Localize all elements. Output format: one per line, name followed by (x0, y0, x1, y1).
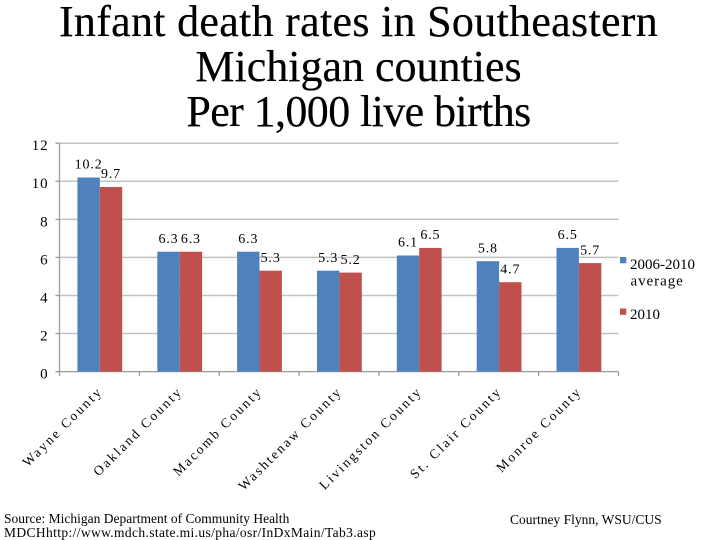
svg-text:4.7: 4.7 (500, 262, 520, 277)
svg-text:average: average (631, 274, 684, 290)
svg-text:0: 0 (40, 367, 48, 383)
svg-text:2010: 2010 (630, 307, 660, 323)
svg-text:5.7: 5.7 (580, 243, 600, 258)
svg-text:5.2: 5.2 (341, 253, 361, 268)
svg-text:6.3: 6.3 (158, 232, 178, 247)
svg-text:6.5: 6.5 (420, 228, 440, 243)
svg-text:Monroe County: Monroe County (493, 384, 585, 476)
svg-text:6.5: 6.5 (558, 228, 578, 243)
svg-text:Oakland County: Oakland County (90, 384, 185, 479)
svg-text:5.3: 5.3 (261, 251, 281, 266)
svg-text:St. Clair County: St. Clair County (407, 384, 505, 482)
svg-text:Macomb County: Macomb County (170, 384, 265, 479)
svg-text:4: 4 (40, 290, 48, 306)
svg-text:Wayne County: Wayne County (19, 384, 105, 470)
svg-text:9.7: 9.7 (101, 167, 121, 182)
svg-text:6.1: 6.1 (398, 236, 418, 251)
svg-text:2006-2010: 2006-2010 (630, 257, 695, 273)
svg-text:12: 12 (32, 138, 49, 154)
svg-text:6.3: 6.3 (238, 232, 258, 247)
svg-text:6: 6 (40, 252, 48, 268)
svg-text:5.3: 5.3 (318, 251, 338, 266)
svg-text:2: 2 (40, 328, 48, 344)
svg-text:10: 10 (32, 176, 49, 192)
svg-text:6.3: 6.3 (181, 232, 201, 247)
svg-text:10.2: 10.2 (75, 158, 103, 173)
svg-text:8: 8 (40, 214, 48, 230)
svg-text:5.8: 5.8 (478, 241, 498, 256)
